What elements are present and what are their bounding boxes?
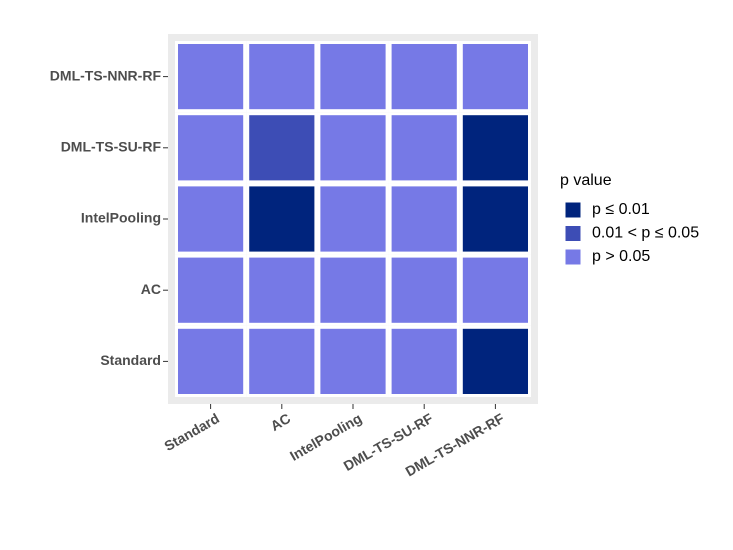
legend-key (564, 248, 582, 266)
x-tick-label: AC (268, 410, 294, 434)
heatmap-cell (246, 254, 318, 326)
heatmap-cell (388, 254, 460, 326)
legend-key (564, 225, 582, 242)
y-tick-label: DML-TS-NNR-RF (50, 67, 162, 83)
y-tick-label: IntelPooling (81, 210, 161, 226)
heatmap-cell (317, 112, 389, 184)
heatmap-cell (317, 254, 389, 326)
heatmap-cell (459, 183, 531, 255)
heatmap-cell (175, 112, 247, 184)
legend-label: p ≤ 0.01 (592, 201, 650, 218)
heatmap-cell (317, 41, 389, 113)
heatmap-cell (459, 112, 531, 184)
heatmap-cell (317, 183, 389, 255)
heatmap-cell (246, 325, 318, 397)
legend-label: p > 0.05 (592, 248, 650, 265)
heatmap-cell (246, 183, 318, 255)
heatmap-cell (175, 183, 247, 255)
legend-title: p value (560, 172, 612, 189)
heatmap-cell (246, 112, 318, 184)
heatmap-cell (246, 41, 318, 113)
y-tick-label: DML-TS-SU-RF (61, 139, 162, 155)
heatmap-cell (459, 41, 531, 113)
heatmap-cell (175, 41, 247, 113)
y-tick-label: AC (141, 281, 161, 297)
heatmap-cell (459, 254, 531, 326)
legend-label: 0.01 < p ≤ 0.05 (592, 225, 699, 242)
heatmap-cell (388, 325, 460, 397)
heatmap-cell (175, 325, 247, 397)
legend-key (564, 201, 582, 219)
heatmap-cell (459, 325, 531, 397)
heatmap-cell (388, 41, 460, 113)
heatmap-cell (175, 254, 247, 326)
x-tick-label: Standard (161, 410, 222, 454)
heatmap-cell (388, 112, 460, 184)
y-tick-label: Standard (100, 352, 161, 368)
heatmap-cell (388, 183, 460, 255)
heatmap-cell (317, 325, 389, 397)
